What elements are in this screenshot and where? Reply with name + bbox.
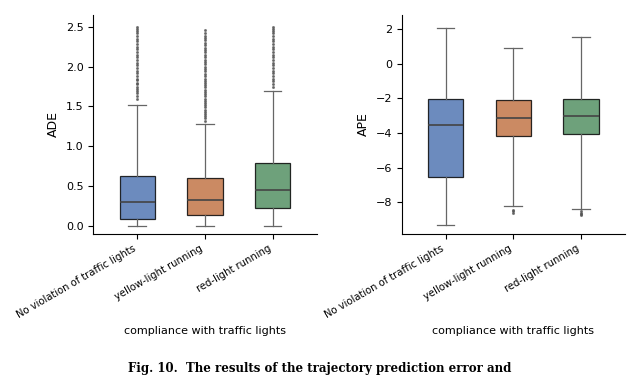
Text: Fig. 10.  The results of the trajectory prediction error and: Fig. 10. The results of the trajectory p… bbox=[128, 362, 512, 375]
PathPatch shape bbox=[255, 163, 291, 208]
Y-axis label: ADE: ADE bbox=[47, 111, 60, 137]
X-axis label: compliance with traffic lights: compliance with traffic lights bbox=[124, 326, 286, 336]
PathPatch shape bbox=[563, 99, 598, 134]
PathPatch shape bbox=[188, 178, 223, 215]
PathPatch shape bbox=[120, 176, 155, 219]
PathPatch shape bbox=[428, 99, 463, 177]
Y-axis label: APE: APE bbox=[357, 112, 370, 136]
X-axis label: compliance with traffic lights: compliance with traffic lights bbox=[432, 326, 595, 336]
PathPatch shape bbox=[496, 100, 531, 136]
